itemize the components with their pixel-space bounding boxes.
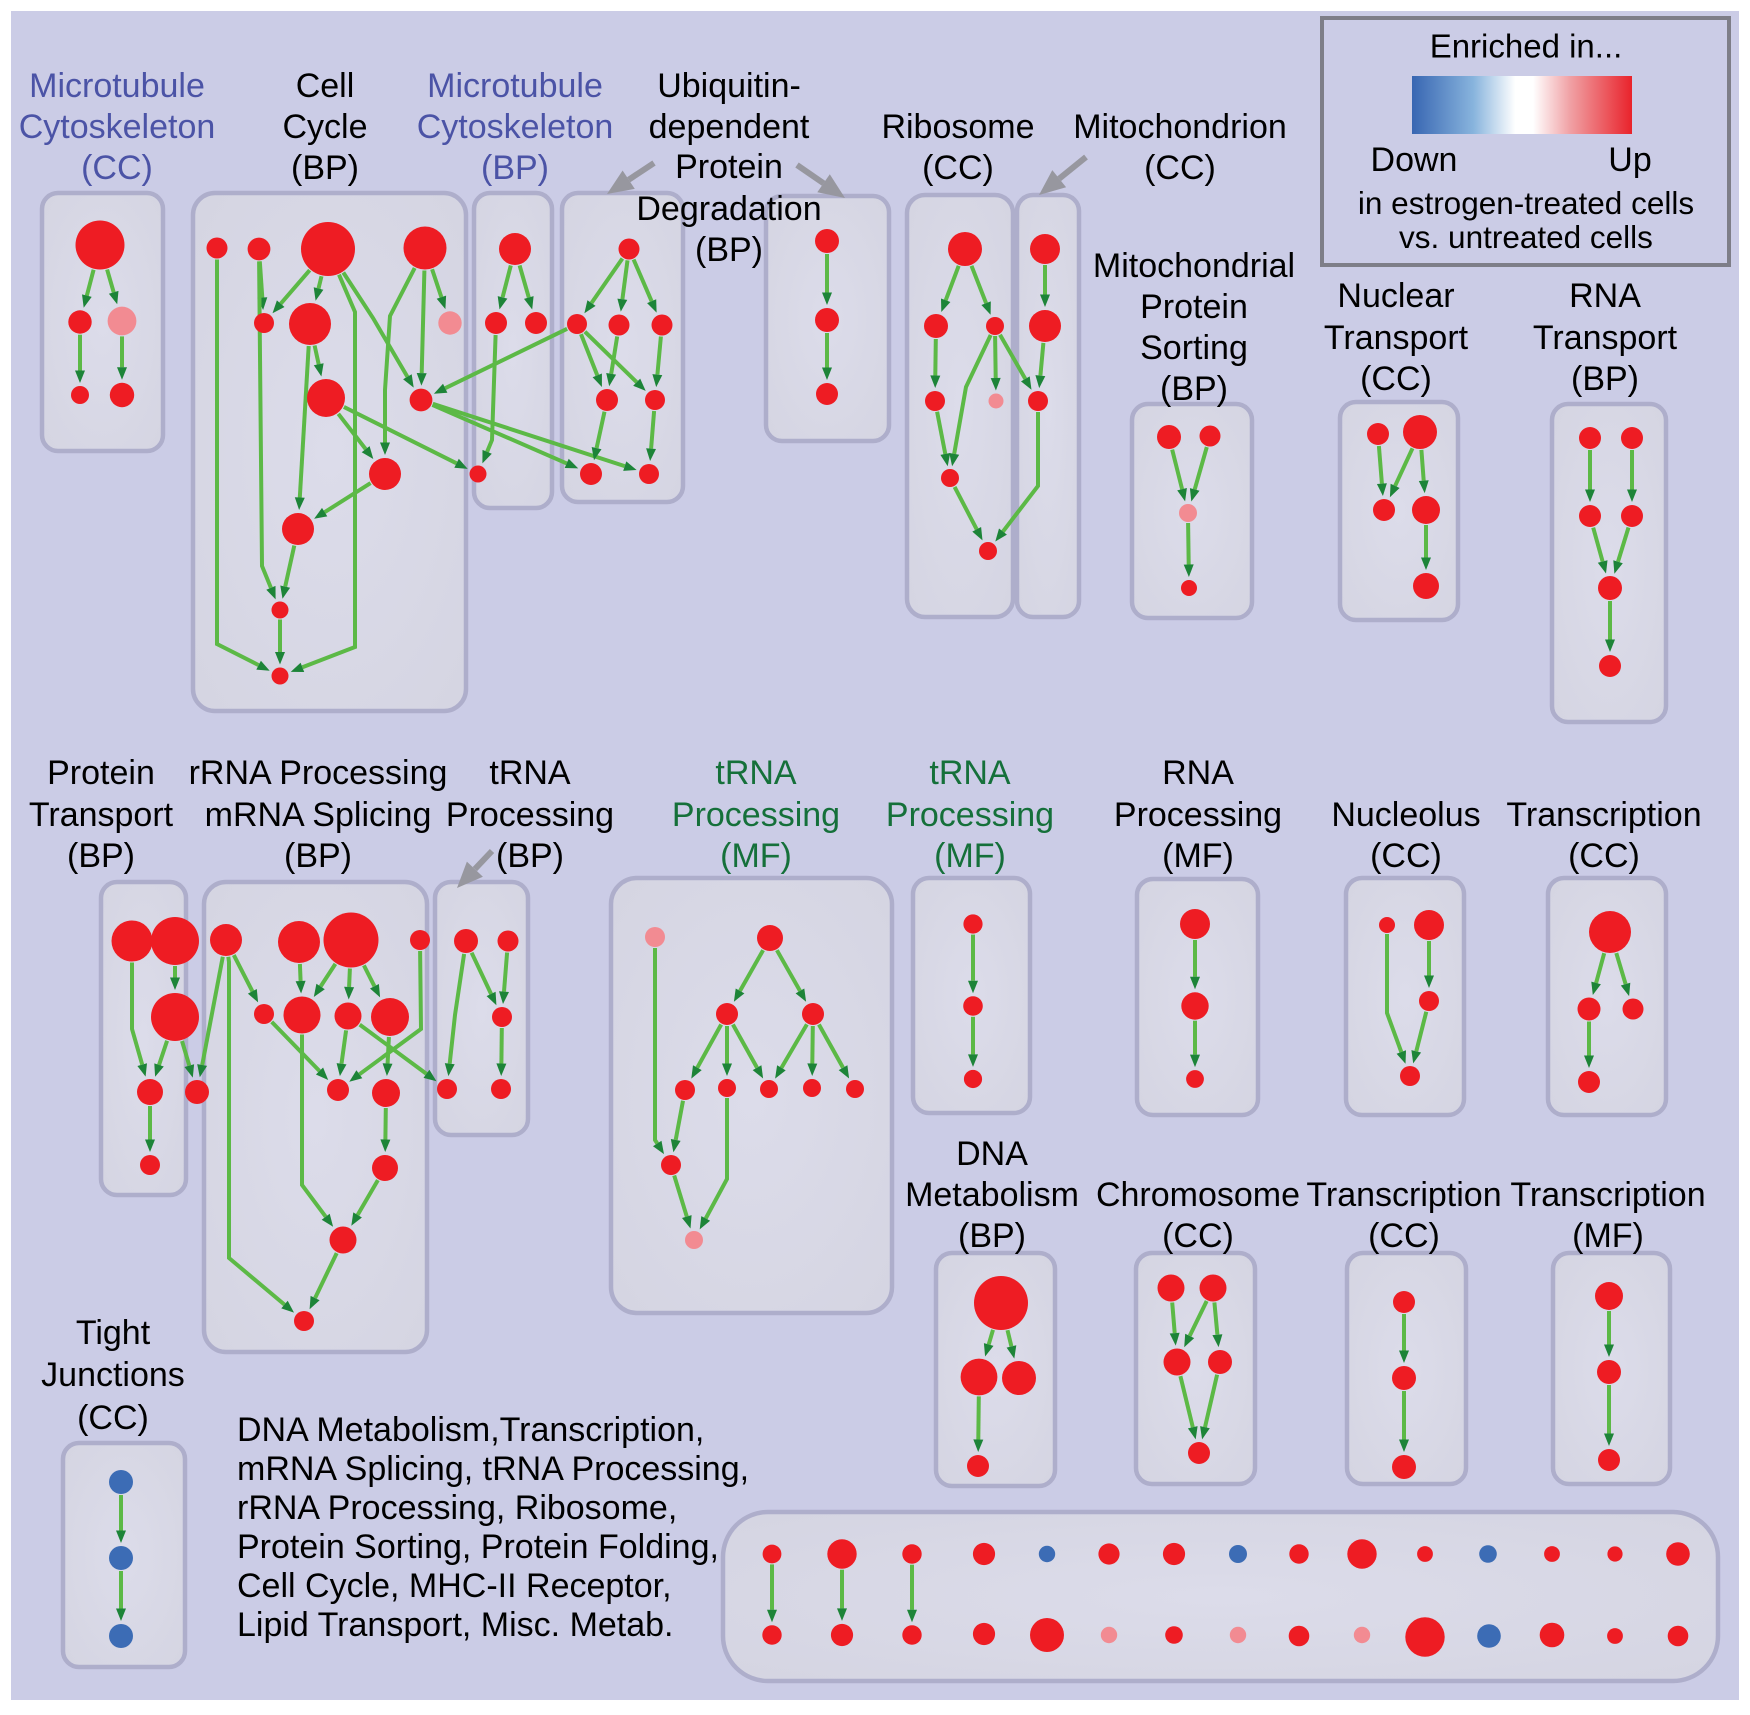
svg-text:Processing: Processing <box>886 796 1054 834</box>
svg-text:(MF): (MF) <box>720 837 792 875</box>
svg-text:dependent: dependent <box>649 108 810 146</box>
svg-text:Microtubule: Microtubule <box>427 67 603 105</box>
svg-text:RNA: RNA <box>1569 277 1641 315</box>
svg-text:(CC): (CC) <box>1162 1217 1234 1255</box>
svg-text:tRNA: tRNA <box>929 754 1011 792</box>
svg-text:Cell: Cell <box>296 67 355 105</box>
svg-text:(CC): (CC) <box>1368 1217 1440 1255</box>
svg-text:Chromosome: Chromosome <box>1096 1176 1300 1214</box>
svg-text:Microtubule: Microtubule <box>29 67 205 105</box>
svg-text:in estrogen-treated cells: in estrogen-treated cells <box>1358 185 1694 221</box>
svg-text:Metabolism: Metabolism <box>905 1176 1079 1214</box>
svg-text:(MF): (MF) <box>1572 1217 1644 1255</box>
svg-text:(BP): (BP) <box>496 837 564 875</box>
svg-text:(MF): (MF) <box>1162 837 1234 875</box>
svg-text:Tight: Tight <box>76 1314 151 1352</box>
svg-text:Protein Sorting, Protein Foldi: Protein Sorting, Protein Folding, <box>237 1528 719 1566</box>
svg-text:(BP): (BP) <box>481 149 549 187</box>
svg-text:Protein: Protein <box>47 754 155 792</box>
svg-text:tRNA: tRNA <box>489 754 571 792</box>
svg-text:Mitochondrial: Mitochondrial <box>1093 247 1295 285</box>
svg-text:DNA Metabolism,Transcription,: DNA Metabolism,Transcription, <box>237 1411 704 1449</box>
svg-text:Transcription: Transcription <box>1506 796 1701 834</box>
svg-text:(BP): (BP) <box>1571 360 1639 398</box>
svg-text:(CC): (CC) <box>1144 149 1216 187</box>
svg-text:RNA: RNA <box>1162 754 1234 792</box>
svg-text:rRNA Processing, Ribosome,: rRNA Processing, Ribosome, <box>237 1489 677 1527</box>
svg-text:Nuclear: Nuclear <box>1337 277 1454 315</box>
svg-text:Ribosome: Ribosome <box>881 108 1034 146</box>
svg-text:Sorting: Sorting <box>1140 329 1248 367</box>
svg-text:(CC): (CC) <box>1370 837 1442 875</box>
svg-text:(BP): (BP) <box>1160 370 1228 408</box>
svg-text:(CC): (CC) <box>1360 360 1432 398</box>
svg-text:Cytoskeleton: Cytoskeleton <box>417 108 614 146</box>
svg-text:Mitochondrion: Mitochondrion <box>1073 108 1287 146</box>
svg-text:Transport: Transport <box>1324 319 1469 357</box>
svg-text:Enriched in...: Enriched in... <box>1430 28 1623 65</box>
svg-text:tRNA: tRNA <box>715 754 797 792</box>
svg-text:Up: Up <box>1608 141 1651 179</box>
svg-text:Transport: Transport <box>1533 319 1678 357</box>
svg-text:(BP): (BP) <box>67 837 135 875</box>
svg-text:Processing: Processing <box>1114 796 1282 834</box>
svg-text:DNA: DNA <box>956 1135 1028 1173</box>
svg-text:(BP): (BP) <box>958 1217 1026 1255</box>
svg-text:Cytoskeleton: Cytoskeleton <box>19 108 216 146</box>
svg-text:(MF): (MF) <box>934 837 1006 875</box>
svg-text:Processing: Processing <box>672 796 840 834</box>
svg-text:Processing: Processing <box>446 796 614 834</box>
svg-text:(CC): (CC) <box>922 149 994 187</box>
svg-text:(BP): (BP) <box>291 149 359 187</box>
svg-text:(CC): (CC) <box>1568 837 1640 875</box>
svg-text:Lipid Transport, Misc. Metab.: Lipid Transport, Misc. Metab. <box>237 1606 674 1644</box>
svg-text:Junctions: Junctions <box>41 1356 185 1394</box>
svg-text:Cell Cycle, MHC-II Receptor,: Cell Cycle, MHC-II Receptor, <box>237 1567 672 1605</box>
svg-text:Transcription: Transcription <box>1510 1176 1705 1214</box>
svg-text:Down: Down <box>1371 141 1458 179</box>
svg-text:Nucleolus: Nucleolus <box>1331 796 1480 834</box>
svg-text:vs. untreated cells: vs. untreated cells <box>1399 219 1653 255</box>
svg-text:mRNA Splicing: mRNA Splicing <box>205 796 432 834</box>
svg-text:(CC): (CC) <box>77 1399 149 1437</box>
svg-text:Protein: Protein <box>1140 288 1248 326</box>
svg-text:(BP): (BP) <box>695 231 763 269</box>
svg-text:Transport: Transport <box>29 796 174 834</box>
svg-text:Ubiquitin-: Ubiquitin- <box>657 67 801 105</box>
svg-text:mRNA Splicing, tRNA Processing: mRNA Splicing, tRNA Processing, <box>237 1450 749 1488</box>
svg-text:Degradation: Degradation <box>636 190 821 228</box>
svg-text:(BP): (BP) <box>284 837 352 875</box>
svg-text:Protein: Protein <box>675 148 783 186</box>
svg-text:rRNA Processing: rRNA Processing <box>189 754 448 792</box>
svg-text:Transcription: Transcription <box>1306 1176 1501 1214</box>
svg-text:(CC): (CC) <box>81 149 153 187</box>
svg-text:Cycle: Cycle <box>282 108 367 146</box>
